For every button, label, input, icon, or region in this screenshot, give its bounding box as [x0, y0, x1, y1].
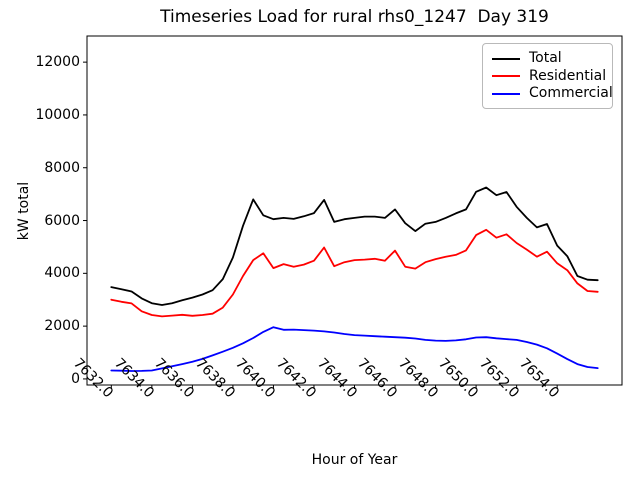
y-tick-label: 0	[71, 370, 80, 387]
legend-item-residential: Residential	[492, 67, 607, 84]
y-axis-label: kW total	[16, 181, 32, 241]
commercial-line	[110, 326, 599, 372]
residential-line	[110, 228, 599, 318]
residential-line-swatch	[492, 75, 520, 77]
legend-label-residential: Residential	[529, 67, 607, 84]
y-tick-label: 12000	[35, 54, 80, 71]
legend-label-commercial: Commercial	[529, 85, 613, 101]
y-tick-label: 8000	[44, 159, 80, 176]
x-axis-label: Hour of Year	[311, 452, 398, 468]
y-tick-label: 10000	[35, 106, 80, 123]
commercial-line-swatch	[492, 92, 520, 95]
y-tick-label: 6000	[44, 212, 80, 229]
legend-item-total: Total	[492, 51, 603, 66]
legend: Total Residential Commercial	[482, 43, 613, 109]
y-tick-label: 4000	[44, 265, 80, 282]
total-line-swatch	[492, 57, 520, 60]
legend-item-commercial: Commercial	[492, 86, 613, 101]
y-tick-label: 2000	[44, 318, 80, 335]
chart-title: Timeseries Load for rural rhs0_1247 Day …	[160, 7, 549, 27]
legend-label-total: Total	[529, 50, 562, 66]
total-line	[110, 186, 599, 306]
